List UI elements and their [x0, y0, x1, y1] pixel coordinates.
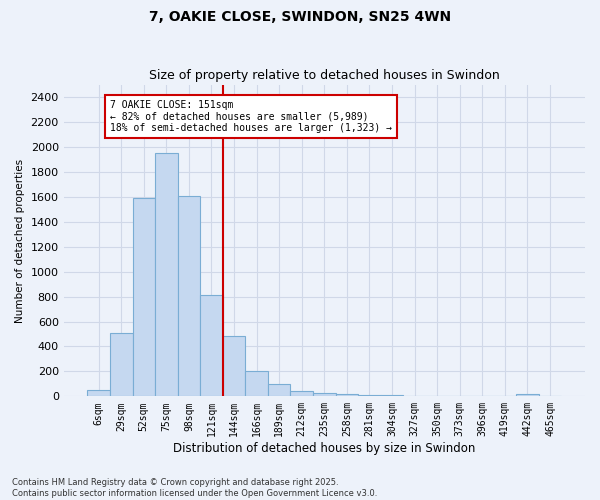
Bar — [268, 384, 290, 396]
Text: 7, OAKIE CLOSE, SWINDON, SN25 4WN: 7, OAKIE CLOSE, SWINDON, SN25 4WN — [149, 10, 451, 24]
Bar — [133, 198, 155, 396]
Bar — [245, 372, 268, 396]
Text: Contains HM Land Registry data © Crown copyright and database right 2025.
Contai: Contains HM Land Registry data © Crown c… — [12, 478, 377, 498]
Bar — [313, 392, 335, 396]
Bar — [381, 395, 403, 396]
Bar — [223, 336, 245, 396]
Title: Size of property relative to detached houses in Swindon: Size of property relative to detached ho… — [149, 69, 500, 82]
Text: 7 OAKIE CLOSE: 151sqm
← 82% of detached houses are smaller (5,989)
18% of semi-d: 7 OAKIE CLOSE: 151sqm ← 82% of detached … — [110, 100, 392, 132]
Bar — [290, 392, 313, 396]
Bar — [178, 196, 200, 396]
Bar — [200, 296, 223, 396]
Bar — [110, 332, 133, 396]
Bar — [335, 394, 358, 396]
Y-axis label: Number of detached properties: Number of detached properties — [15, 158, 25, 322]
Bar — [358, 395, 381, 396]
Bar — [88, 390, 110, 396]
Bar — [516, 394, 539, 396]
X-axis label: Distribution of detached houses by size in Swindon: Distribution of detached houses by size … — [173, 442, 476, 455]
Bar — [155, 153, 178, 396]
